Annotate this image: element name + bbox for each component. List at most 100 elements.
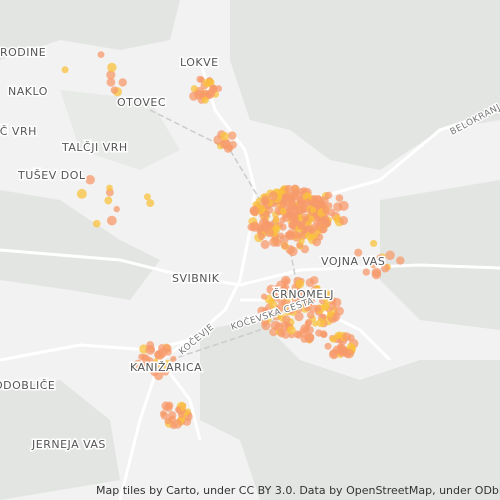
point <box>333 202 343 212</box>
point <box>143 193 151 201</box>
point <box>311 222 320 232</box>
point <box>362 268 370 276</box>
point <box>291 289 299 298</box>
point <box>288 222 296 229</box>
point <box>104 196 113 205</box>
point <box>312 320 319 327</box>
point <box>264 227 274 238</box>
point <box>167 411 177 420</box>
point <box>306 297 315 306</box>
point <box>273 225 280 233</box>
point <box>97 51 105 59</box>
railway <box>139 109 301 371</box>
point <box>371 269 382 280</box>
point <box>324 191 333 199</box>
point <box>92 219 101 228</box>
point <box>150 367 160 377</box>
point <box>316 289 324 297</box>
point <box>279 235 289 245</box>
place-label: IČ VRH <box>0 125 37 138</box>
place-label: JERNEJA VAS <box>31 438 106 451</box>
point <box>289 191 299 201</box>
point <box>247 223 256 232</box>
place-label: NAKLO <box>8 85 48 98</box>
point <box>145 345 156 355</box>
point <box>381 264 390 273</box>
point <box>334 306 344 316</box>
point <box>304 304 311 312</box>
point <box>294 311 304 322</box>
place-label: VOJNA VAS <box>321 255 385 268</box>
point <box>305 332 315 343</box>
point <box>314 284 321 292</box>
point <box>288 213 299 224</box>
point <box>277 329 286 338</box>
point <box>274 304 284 313</box>
point <box>354 248 363 257</box>
point <box>170 422 178 430</box>
point <box>279 207 287 215</box>
point <box>227 131 237 140</box>
point <box>329 336 337 343</box>
point <box>305 278 315 288</box>
place-label: TALČJI VRH <box>61 141 128 154</box>
point <box>154 349 165 360</box>
point <box>118 78 127 87</box>
point <box>327 208 336 217</box>
point <box>272 217 280 224</box>
point <box>260 240 270 249</box>
point <box>268 191 278 201</box>
point <box>140 363 147 370</box>
point <box>263 198 270 205</box>
point <box>85 174 95 185</box>
point <box>141 354 151 364</box>
points <box>61 51 405 430</box>
point <box>286 229 295 237</box>
point <box>133 359 143 369</box>
point <box>177 412 185 419</box>
point <box>312 237 322 247</box>
point <box>301 213 310 222</box>
point <box>324 342 332 350</box>
point <box>164 417 172 425</box>
point <box>106 184 113 192</box>
point <box>321 215 330 224</box>
point <box>319 196 329 206</box>
point <box>304 198 311 205</box>
point <box>284 184 293 194</box>
point <box>282 315 291 324</box>
point <box>298 238 305 245</box>
point <box>328 302 337 311</box>
point <box>107 62 117 73</box>
point <box>106 70 116 80</box>
point <box>160 411 169 420</box>
place-label: LOKVE <box>180 56 219 69</box>
point <box>257 306 266 315</box>
point <box>196 75 204 83</box>
point <box>281 242 288 250</box>
point <box>146 199 155 208</box>
point <box>61 66 69 74</box>
point <box>283 278 290 285</box>
point <box>260 293 268 300</box>
point <box>305 318 313 327</box>
point <box>322 207 329 214</box>
point <box>295 279 305 289</box>
point <box>293 330 302 339</box>
point <box>202 78 212 88</box>
place-label: RODINE <box>0 46 46 59</box>
point <box>226 144 234 152</box>
place-label: ODOBLIČE <box>0 379 55 392</box>
place-label: KANIŽARICA <box>130 361 202 374</box>
point <box>286 325 296 335</box>
point <box>76 188 87 199</box>
point <box>201 96 209 104</box>
point <box>316 318 326 328</box>
point <box>106 77 116 87</box>
point <box>268 298 275 305</box>
point <box>321 331 328 338</box>
point <box>190 85 198 93</box>
point <box>305 325 314 335</box>
point <box>291 295 302 306</box>
point <box>326 311 334 319</box>
